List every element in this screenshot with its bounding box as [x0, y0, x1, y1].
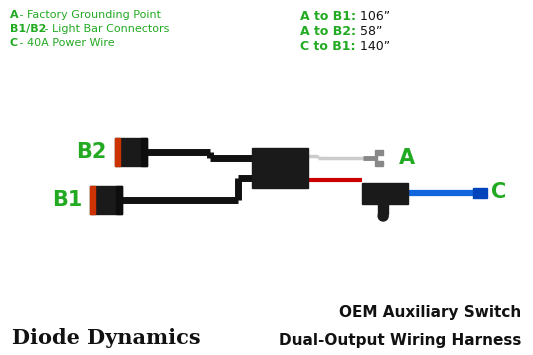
Bar [115, 138, 147, 166]
Text: - Light Bar Connectors: - Light Bar Connectors [41, 24, 169, 34]
Text: Dual-Output Wiring Harness: Dual-Output Wiring Harness [279, 333, 521, 348]
Text: C: C [491, 182, 506, 202]
Text: 58”: 58” [356, 25, 382, 38]
Text: 140”: 140” [356, 40, 390, 53]
Bar [252, 148, 308, 188]
Text: B1/B2: B1/B2 [10, 24, 46, 34]
Bar [362, 183, 408, 204]
Text: B2: B2 [77, 142, 107, 162]
Polygon shape [375, 150, 383, 166]
Text: C to B1:: C to B1: [300, 40, 356, 53]
Text: A: A [399, 148, 415, 168]
Text: A to B2:: A to B2: [300, 25, 356, 38]
Bar [473, 187, 487, 197]
Text: Diode Dynamics: Diode Dynamics [12, 328, 200, 348]
Circle shape [378, 211, 388, 221]
Bar [378, 204, 388, 214]
Bar [141, 138, 147, 166]
Text: C: C [10, 38, 18, 48]
Text: - Factory Grounding Point: - Factory Grounding Point [16, 10, 161, 20]
Text: OEM Auxiliary Switch: OEM Auxiliary Switch [339, 305, 521, 320]
Text: A: A [10, 10, 19, 20]
Bar [90, 186, 95, 214]
Text: A to B1:: A to B1: [300, 10, 356, 23]
Bar [90, 186, 122, 214]
Bar [115, 138, 120, 166]
Text: 106”: 106” [356, 10, 390, 23]
Bar [116, 186, 122, 214]
Text: - 40A Power Wire: - 40A Power Wire [16, 38, 115, 48]
Text: B1: B1 [52, 190, 82, 210]
